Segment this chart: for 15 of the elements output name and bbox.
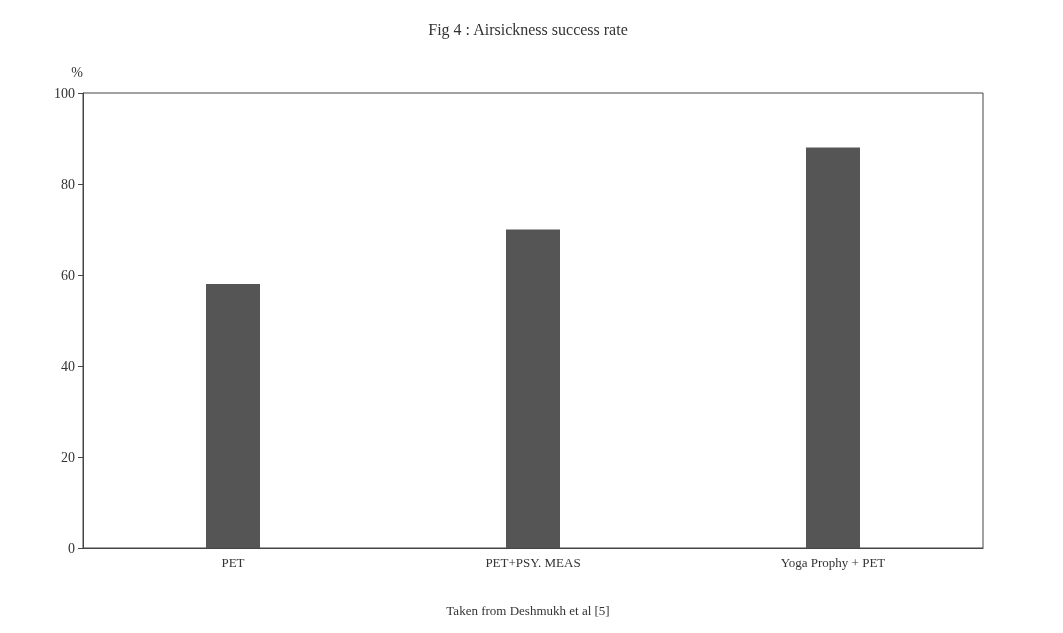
chart-title: Fig 4 : Airsickness success rate — [428, 20, 628, 39]
bar — [206, 284, 260, 548]
y-tick-label: 60 — [61, 267, 75, 283]
bar — [806, 147, 860, 548]
x-tick-label: Yoga Prophy + PET — [780, 555, 886, 570]
y-tick-label: 0 — [68, 540, 75, 556]
bar — [506, 229, 560, 548]
y-tick-label: 100 — [54, 85, 75, 101]
y-tick-label: 20 — [61, 449, 75, 465]
text: Taken from Deshmukh et al [5] — [446, 603, 610, 618]
x-tick-label: PET+PSY. MEAS — [485, 555, 581, 570]
x-tick-label: PET — [221, 555, 245, 570]
y-axis-title: % — [71, 64, 84, 80]
y-tick-label: 40 — [61, 358, 75, 374]
y-tick-label: 80 — [61, 176, 75, 192]
